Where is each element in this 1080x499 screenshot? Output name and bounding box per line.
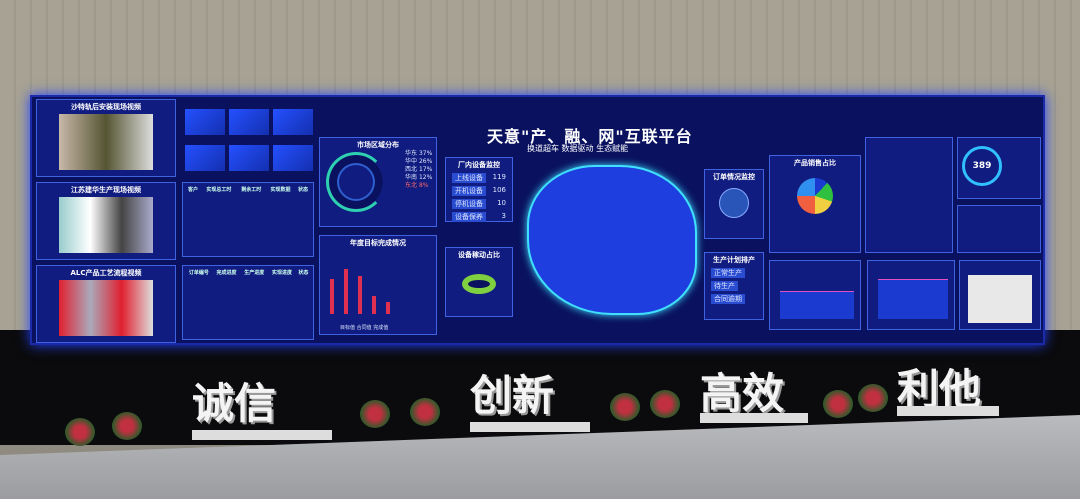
video-panel-1: 沙特轨后安装现场视频 xyxy=(36,99,176,177)
order-table-panel: 订单编号 完成进度 生产进度 实现进度 状态 xyxy=(182,265,314,340)
pie-chart xyxy=(797,178,833,214)
flower-plant xyxy=(65,418,95,446)
customer-table: 客户 实现总工时 剩余工时 实现数据 状态 xyxy=(187,187,309,193)
flower-plant xyxy=(112,412,142,440)
slogan-1: 诚信 xyxy=(192,379,277,428)
order-table: 订单编号 完成进度 生产进度 实现进度 状态 xyxy=(188,270,309,276)
radial-chart xyxy=(326,152,386,212)
line-chart-panel-2 xyxy=(867,260,955,330)
sales-share-panel: 产品销售占比 xyxy=(769,155,861,253)
video-feed[interactable] xyxy=(968,275,1032,323)
flower-plant xyxy=(823,390,853,418)
stat-tile xyxy=(185,145,225,171)
equipment-monitor-panel: 厂内设备监控 上线设备 119 开机设备 106 停机设备 10 设备保养 3 xyxy=(445,157,513,222)
stat-tile xyxy=(273,109,313,135)
china-map[interactable] xyxy=(527,165,697,315)
flower-plant xyxy=(650,390,680,418)
slogan-3: 高效 xyxy=(700,369,785,418)
slogan-base xyxy=(192,430,332,440)
video-panel-4 xyxy=(959,260,1041,330)
production-plan-panel: 生产计划排产 正常生产 待生产 合同逾期 xyxy=(704,252,764,320)
flower-plant xyxy=(858,384,888,412)
video-wall-screen: 沙特轨后安装现场视频 江苏建华生产现场视频 ALC产品工艺流程视频 客户 实现总工… xyxy=(30,95,1045,345)
line-chart-panel-1 xyxy=(769,260,861,330)
stat-tile xyxy=(229,145,269,171)
flower-plant xyxy=(360,400,390,428)
video-panel-2: 江苏建华生产现场视频 xyxy=(36,182,176,260)
slogan-base xyxy=(897,406,999,416)
order-monitor-panel: 订单情况监控 xyxy=(704,169,764,239)
flower-plant xyxy=(610,393,640,421)
stat-tile xyxy=(273,145,313,171)
customer-table-panel: 客户 实现总工时 剩余工时 实现数据 状态 xyxy=(182,182,314,257)
stat-tile xyxy=(229,109,269,135)
video-panel-3: ALC产品工艺流程视频 xyxy=(36,265,176,343)
stat-tile xyxy=(185,109,225,135)
slogan-4: 利他 xyxy=(897,365,982,414)
video-feed[interactable] xyxy=(59,197,153,253)
stats-panel xyxy=(957,205,1041,253)
slogan-base xyxy=(470,422,590,432)
annual-target-panel: 年度目标完成情况 目标值 合同值 完成值 xyxy=(319,235,437,335)
gauge-panel: 389 xyxy=(957,137,1041,199)
video-feed[interactable] xyxy=(59,280,153,336)
bar-chart xyxy=(330,264,390,314)
donut-chart xyxy=(462,274,496,294)
radar-chart xyxy=(719,188,749,218)
production-stats-panel xyxy=(865,137,953,253)
slogan-base xyxy=(700,413,808,423)
video-feed[interactable] xyxy=(59,114,153,170)
flower-plant xyxy=(410,398,440,426)
utilization-panel: 设备稼动占比 xyxy=(445,247,513,317)
market-distribution-panel: 市场区域分布 华东 37% 华中 26% 西北 17% 华南 12% 东北 8% xyxy=(319,137,437,227)
gauge-value: 389 xyxy=(962,146,1002,186)
slogan-2: 创新 xyxy=(470,371,555,420)
platform-subtitle: 换道超车 数据驱动 生态赋能 xyxy=(527,144,629,153)
platform-title: 天意"产、融、网"互联平台 xyxy=(487,127,693,146)
